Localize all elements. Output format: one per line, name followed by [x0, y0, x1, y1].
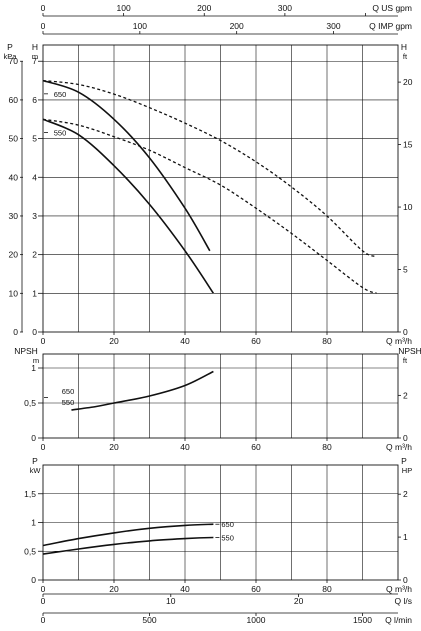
top-axis-tick-label: 300: [326, 21, 340, 31]
kw-axis-tick-label: 1,5: [24, 489, 36, 499]
kpa-axis-tick-label: 20: [9, 250, 19, 260]
npsh-series-label-550: 550: [62, 398, 75, 407]
npsh-axis-label-bottom: m: [33, 356, 39, 365]
head-curve-dashed: [42, 79, 377, 258]
head-x-tick-label: 20: [109, 336, 119, 346]
npsh-x-tick-label: 20: [109, 442, 119, 452]
kw-axis-tick-label: 0,5: [24, 546, 36, 556]
kw-axis-label-bottom: kW: [30, 466, 42, 475]
top-axis-label: Q US gpm: [372, 3, 412, 13]
power-curve-550: [42, 536, 214, 555]
bottom-axis-label: Q l/min: [385, 615, 412, 625]
npsh-axis-tick-label: 0,5: [24, 398, 36, 408]
head-x-tick-label: 40: [180, 336, 190, 346]
m-axis-tick-label: 4: [32, 172, 37, 182]
power-x-tick-label: 40: [180, 584, 190, 594]
hp-axis-tick-label: 2: [403, 489, 408, 499]
hp-axis-label-top: P: [401, 456, 407, 466]
head-x-tick-label: 80: [322, 336, 332, 346]
npsh-axis-tick-label: 0: [31, 433, 36, 443]
power-series-label-650: 650: [221, 520, 234, 529]
hp-axis-tick-label: 1: [403, 532, 408, 542]
kpa-axis-label-bottom: kPa: [4, 52, 18, 61]
top-axis-tick-label: 0: [41, 3, 46, 13]
power-x-tick-label: 20: [109, 584, 119, 594]
npsh-ft-axis-label-bottom: ft: [403, 356, 408, 365]
npsh-x-tick-label: 80: [322, 442, 332, 452]
bottom-axis-tick-label: 1000: [247, 615, 266, 625]
bottom-axis-tick-label: 0: [41, 596, 46, 606]
npsh-x-tick-label: 0: [41, 442, 46, 452]
bottom-axis-tick-label: 20: [294, 596, 304, 606]
ft-axis-tick-label: 20: [403, 77, 413, 87]
m-axis-tick-label: 1: [32, 288, 37, 298]
kpa-axis-tick-label: 0: [13, 327, 18, 337]
m-axis-tick-label: 2: [32, 250, 37, 260]
bottom-axis-tick-label: 1500: [353, 615, 372, 625]
bottom-axis-label: Q l/s: [395, 596, 412, 606]
m-axis-tick-label: 0: [32, 327, 37, 337]
npsh-ft-axis-tick-label: 0: [403, 433, 408, 443]
head-curve-550: [42, 118, 215, 294]
top-axis-tick-label: 200: [230, 21, 244, 31]
hp-axis-label-bottom: HP: [402, 466, 412, 475]
head-x-tick-label: 0: [41, 336, 46, 346]
power-x-tick-label: 60: [251, 584, 261, 594]
ft-axis-tick-label: 5: [403, 265, 408, 275]
top-axis-tick-label: 0: [41, 21, 46, 31]
kw-axis-label-top: P: [32, 456, 38, 466]
npsh-x-tick-label: 60: [251, 442, 261, 452]
npsh-series-label-650: 650: [62, 387, 75, 396]
head-series-label-550: 550: [54, 129, 67, 138]
m-axis-tick-label: 3: [32, 211, 37, 221]
ft-axis-tick-label: 0: [403, 327, 408, 337]
top-axis-label: Q IMP gpm: [369, 21, 412, 31]
bottom-axis-tick-label: 10: [166, 596, 176, 606]
bottom-axis-tick-label: 0: [41, 615, 46, 625]
top-axis-tick-label: 200: [197, 3, 211, 13]
npsh-curve: [71, 370, 214, 411]
kpa-axis-tick-label: 50: [9, 134, 19, 144]
ft-axis-label-top: H: [401, 42, 407, 52]
kpa-axis-tick-label: 70: [9, 56, 19, 66]
npsh-ft-axis-tick-label: 2: [403, 390, 408, 400]
top-axis-tick-label: 100: [117, 3, 131, 13]
power-series-label-550: 550: [221, 533, 234, 542]
npsh-ft-axis-label-top: NPSH: [398, 346, 421, 356]
m-axis-label-top: H: [32, 42, 38, 52]
ft-axis-tick-label: 15: [403, 140, 413, 150]
npsh-x-tick-label: 40: [180, 442, 190, 452]
power-x-tick-label: 0: [41, 584, 46, 594]
kw-axis-tick-label: 0: [31, 575, 36, 585]
top-axis-tick-label: 100: [133, 21, 147, 31]
power-x-tick-label: 80: [322, 584, 332, 594]
kpa-axis-tick-label: 40: [9, 172, 19, 182]
m-axis-tick-label: 6: [32, 95, 37, 105]
npsh-axis-tick-label: 1: [31, 363, 36, 373]
ft-axis-label-bottom: ft: [403, 52, 408, 61]
kpa-axis-tick-label: 60: [9, 95, 19, 105]
head-x-axis-label: Q m³/h: [386, 336, 412, 346]
m-axis-label-bottom: m: [32, 52, 38, 61]
m-axis-tick-label: 5: [32, 134, 37, 144]
npsh-axis-label-top: NPSH: [14, 346, 38, 356]
head-x-tick-label: 60: [251, 336, 261, 346]
kpa-axis-label-top: P: [7, 42, 13, 52]
ft-axis-tick-label: 10: [403, 202, 413, 212]
top-axis-tick-label: 300: [278, 3, 292, 13]
head-curve-650: [42, 79, 211, 252]
head-curve-dashed: [42, 118, 377, 294]
power-x-axis-label: Q m³/h: [386, 584, 412, 594]
kw-axis-tick-label: 1: [31, 518, 36, 528]
m-axis-tick-label: 7: [32, 56, 37, 66]
bottom-axis-tick-label: 500: [142, 615, 156, 625]
hp-axis-tick-label: 0: [403, 575, 408, 585]
power-curve-650: [42, 523, 214, 547]
head-series-label-650: 650: [54, 90, 67, 99]
npsh-x-axis-label: Q m³/h: [386, 442, 412, 452]
kpa-axis-tick-label: 30: [9, 211, 19, 221]
kpa-axis-tick-label: 10: [9, 288, 19, 298]
